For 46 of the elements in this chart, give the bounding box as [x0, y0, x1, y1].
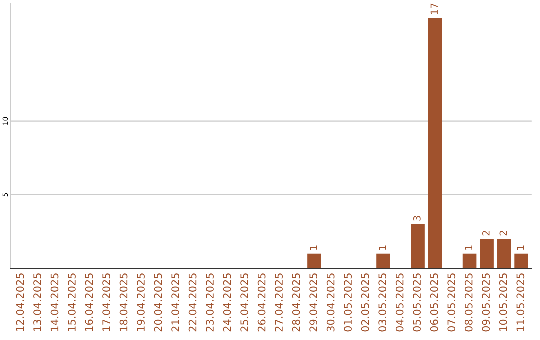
x-tick-label: 04.05.2025	[396, 274, 404, 332]
data-label: 1	[465, 246, 472, 250]
x-tick-label: 02.05.2025	[361, 274, 370, 332]
bar	[480, 239, 494, 269]
x-tick-label: 27.04.2025	[275, 274, 283, 332]
x-tick-label: 06.05.2025	[430, 274, 438, 332]
data-label: 1	[379, 246, 386, 250]
x-tick-label: 20.04.2025	[154, 274, 162, 332]
x-tick-label: 26.04.2025	[258, 274, 266, 332]
data-label: 1	[310, 246, 318, 250]
x-tick-label: 14.04.2025	[50, 274, 59, 332]
data-label: 1	[517, 246, 524, 250]
data-label: 17	[430, 4, 438, 14]
bar	[497, 239, 512, 269]
x-tick-label: 08.05.2025	[464, 274, 473, 332]
x-tick-label: 29.04.2025	[310, 274, 318, 332]
x-tick-label: 22.04.2025	[188, 274, 197, 332]
x-tick-label: 23.04.2025	[206, 274, 214, 332]
x-tick-label: 09.05.2025	[482, 274, 490, 332]
bar	[428, 18, 442, 269]
bar	[462, 254, 477, 269]
x-tick-label: 12.04.2025	[16, 274, 24, 332]
x-tick-label: 07.05.2025	[448, 274, 456, 332]
x-tick-label: 05.05.2025	[413, 274, 422, 332]
x-tick-label: 18.04.2025	[120, 274, 128, 332]
x-tick-label: 16.04.2025	[85, 274, 94, 332]
bar	[514, 254, 528, 269]
x-tick-label: 03.05.2025	[378, 274, 387, 332]
x-tick-label: 25.04.2025	[240, 274, 248, 332]
data-label: 2	[482, 231, 490, 236]
x-tick-label: 11.05.2025	[516, 274, 525, 332]
x-tick-label: 13.04.2025	[34, 274, 42, 332]
bar	[308, 254, 322, 269]
x-tick-label: 28.04.2025	[292, 274, 300, 332]
x-tick-label: 21.04.2025	[172, 274, 180, 332]
x-tick-label: 01.05.2025	[344, 274, 352, 332]
x-tick-label: 10.05.2025	[499, 274, 508, 332]
x-tick-label: 19.04.2025	[137, 274, 145, 332]
x-tick-label: 15.04.2025	[68, 274, 76, 332]
bar	[411, 224, 425, 269]
x-tick-label: 24.04.2025	[223, 274, 232, 332]
data-label: 3	[413, 216, 421, 221]
bar	[376, 254, 390, 269]
data-label: 2	[500, 231, 507, 236]
x-tick-label: 30.04.2025	[326, 274, 335, 332]
x-tick-label: 17.04.2025	[102, 274, 110, 332]
